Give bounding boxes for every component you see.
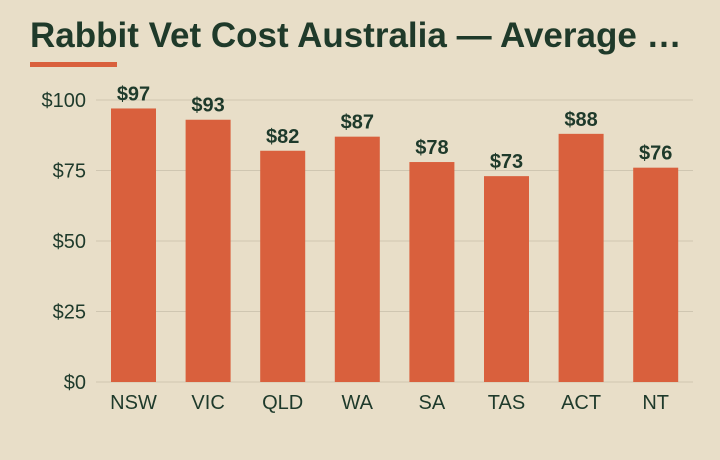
x-tick-label-wa: WA <box>342 392 374 414</box>
bar-tas <box>484 176 529 382</box>
value-label-nsw: $97 <box>117 83 150 105</box>
bar-value-labels: $97 $93 $82 $87 $78 $73 $88 $76 <box>117 83 673 173</box>
bar-wa <box>334 136 380 382</box>
y-tick-label: $25 <box>53 302 86 324</box>
bar-sa <box>409 162 455 382</box>
bar-nsw <box>111 108 156 383</box>
x-tick-label-tas: TAS <box>488 392 525 414</box>
bar-act <box>558 133 604 382</box>
chart-title: Rabbit Vet Cost Australia — Average … <box>30 16 682 55</box>
x-tick-label-qld: QLD <box>262 392 303 414</box>
y-tick-label: $75 <box>53 161 86 183</box>
value-label-act: $88 <box>564 109 597 131</box>
bar-vic <box>185 119 231 383</box>
value-label-nt: $76 <box>639 143 672 165</box>
x-tick-label-act: ACT <box>561 392 601 414</box>
value-label-sa: $78 <box>415 137 448 159</box>
x-tick-label-sa: SA <box>419 392 446 414</box>
x-tick-label-nt: NT <box>642 392 669 414</box>
y-axis-tick-labels: $0 $25 $50 $75 $100 <box>42 90 87 394</box>
bar-qld <box>260 150 306 382</box>
x-axis-tick-labels: NSW VIC QLD WA SA TAS ACT NT <box>110 392 669 414</box>
value-label-wa: $87 <box>341 112 374 134</box>
bar-nt <box>633 167 679 382</box>
value-label-tas: $73 <box>490 151 523 173</box>
title-accent-underline <box>30 62 117 67</box>
value-label-qld: $82 <box>266 126 299 148</box>
y-tick-label: $0 <box>64 372 86 394</box>
bars <box>111 108 679 383</box>
x-tick-label-nsw: NSW <box>110 392 157 414</box>
value-label-vic: $93 <box>191 95 224 117</box>
x-tick-label-vic: VIC <box>191 392 224 414</box>
y-tick-label: $50 <box>53 231 86 253</box>
y-tick-label: $100 <box>42 90 87 112</box>
